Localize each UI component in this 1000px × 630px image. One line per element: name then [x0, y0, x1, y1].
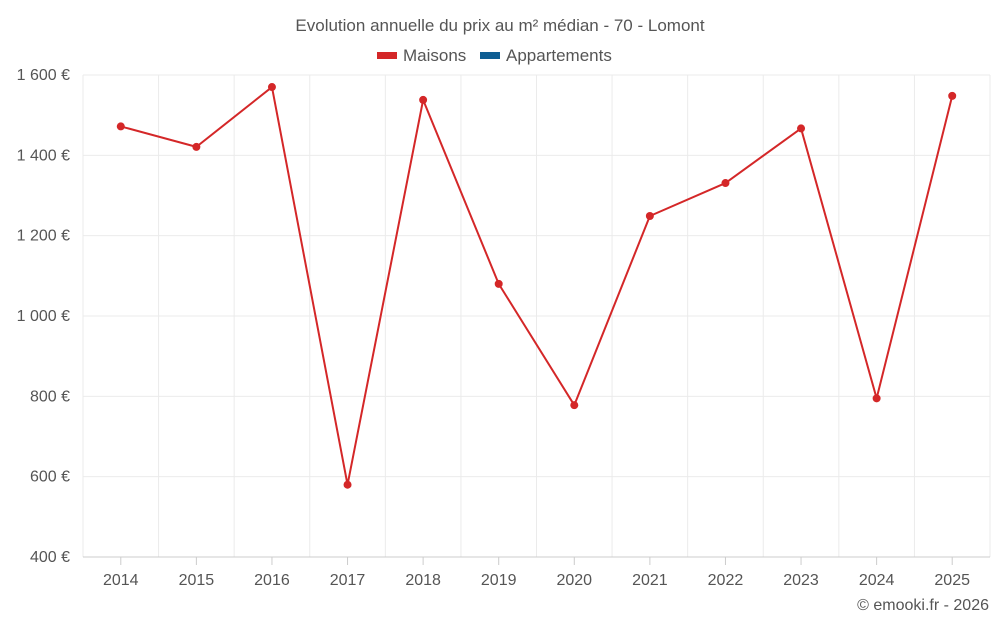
grid: [82, 74, 991, 557]
legend-item-appartements[interactable]: Appartements: [480, 46, 612, 65]
data-point: [570, 401, 579, 410]
data-point: [494, 279, 503, 288]
x-tick-label: 2016: [254, 572, 290, 589]
x-tick-label: 2021: [632, 572, 668, 589]
data-point: [116, 122, 125, 131]
legend-label-maisons: Maisons: [403, 46, 466, 65]
x-tick-label: 2019: [481, 572, 517, 589]
x-tick-label: 2017: [330, 572, 366, 589]
data-point: [267, 83, 276, 92]
y-axis: 400 € 600 € 800 € 1 000 € 1 200 € 1 400 € 1 60…: [17, 67, 70, 566]
x-tick-label: 2020: [556, 572, 592, 589]
x-axis: 2014 2015 2016 2017 2018 2019 2020 2021 2022 2023…: [83, 556, 990, 589]
data-point: [797, 124, 806, 133]
data-point: [192, 142, 201, 151]
x-tick-label: 2015: [179, 572, 215, 589]
y-tick-label: 600 €: [30, 469, 70, 486]
y-tick-label: 800 €: [30, 388, 70, 405]
x-tick-label: 2024: [859, 572, 895, 589]
x-tick-label: 2014: [103, 572, 139, 589]
credit-text[interactable]: © emooki.fr - 2026: [857, 597, 989, 614]
data-point: [948, 91, 957, 100]
x-tick-label: 2018: [405, 572, 441, 589]
data-point: [645, 211, 654, 220]
series-line-maisons: [120, 86, 954, 486]
data-point: [419, 95, 428, 104]
y-tick-label: 400 €: [30, 549, 70, 566]
legend-swatch-maisons: [377, 52, 397, 59]
x-tick-label: 2023: [783, 572, 819, 589]
legend-item-maisons[interactable]: Maisons: [377, 46, 466, 65]
data-point: [721, 179, 730, 188]
y-tick-label: 1 600 €: [17, 67, 70, 84]
x-tick-label: 2022: [708, 572, 744, 589]
x-tick-label: 2025: [934, 572, 970, 589]
legend-label-appartements: Appartements: [506, 46, 612, 65]
legend-swatch-appartements: [480, 52, 500, 59]
y-tick-label: 1 200 €: [17, 228, 70, 245]
legend: Maisons Appartements: [377, 46, 612, 65]
data-point: [872, 394, 881, 403]
chart-title: Evolution annuelle du prix au m² médian …: [295, 16, 704, 35]
data-point: [343, 480, 352, 489]
y-tick-label: 1 400 €: [17, 147, 70, 164]
y-tick-label: 1 000 €: [17, 308, 70, 325]
series-maisons: [116, 83, 957, 489]
